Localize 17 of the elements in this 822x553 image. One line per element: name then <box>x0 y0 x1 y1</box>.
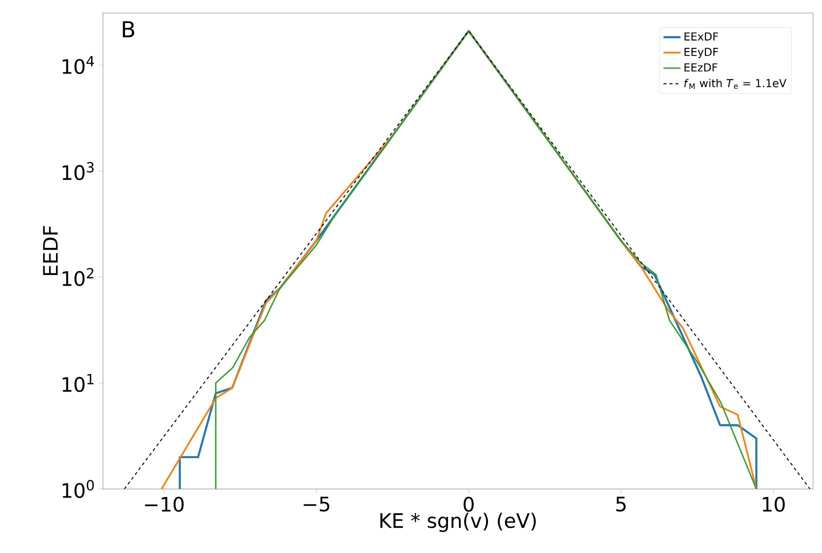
y-axis-title: EEDF <box>43 226 58 276</box>
y-tick-label: 10$^{2}$ <box>62 268 94 286</box>
x-tick-label: 10 <box>762 496 785 512</box>
y-tick-label: 10$^{4}$ <box>62 56 94 74</box>
legend-label: f$_{M}$ with T$_{e}$ = 1.1eV <box>684 78 786 89</box>
y-tick-label: 10$^{0}$ <box>62 480 94 498</box>
x-tick-label: 0 <box>464 496 474 512</box>
legend-label: EEyDF <box>684 48 718 58</box>
y-tick-label: 10$^{3}$ <box>62 162 94 180</box>
x-axis-title: KE * sgn(v) (eV) <box>380 512 536 532</box>
x-tick-label: −5 <box>304 496 330 512</box>
x-tick-label: −10 <box>145 496 184 512</box>
legend-label: EEzDF <box>684 63 718 72</box>
legend-label: EExDF <box>684 32 718 40</box>
y-tick-label: 10$^{1}$ <box>62 374 94 392</box>
annotation: B <box>122 21 134 38</box>
x-tick-label: 5 <box>616 496 626 512</box>
